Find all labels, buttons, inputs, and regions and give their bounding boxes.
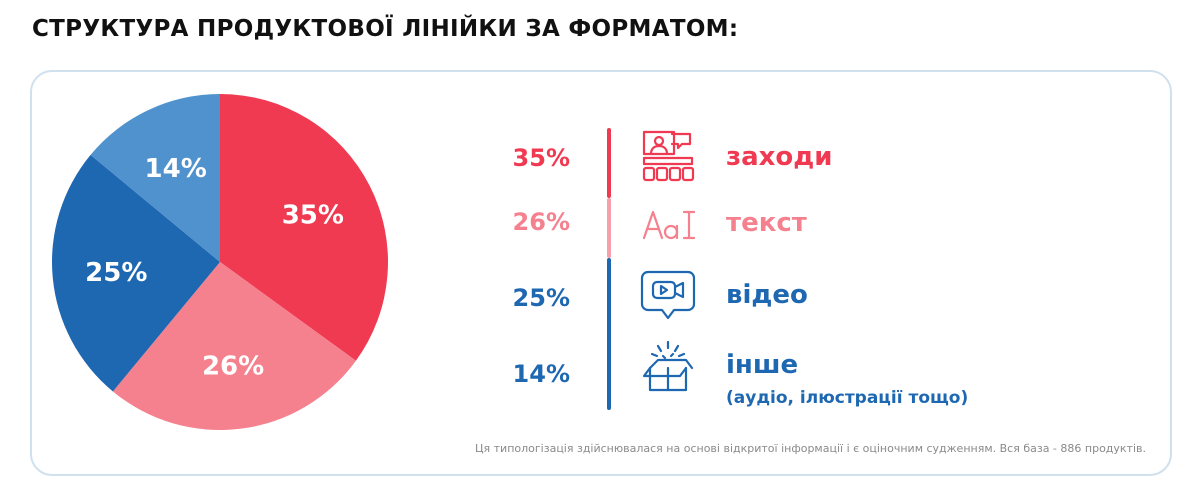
legend-percent-other: 14% (512, 360, 570, 388)
legend-divider-blue (607, 258, 611, 410)
legend-label-other: інше (726, 350, 799, 380)
pie-slice-events (220, 94, 388, 361)
legend-label-text: текст (726, 208, 807, 238)
footnote: Ця типологізація здійснювалася на основі… (475, 442, 1146, 455)
legend-label-video: відео (726, 280, 808, 310)
pie-label-text: 26% (202, 351, 264, 381)
text-font-icon (642, 210, 696, 240)
legend-label-events: заходи (726, 142, 833, 172)
pie-label-video: 25% (85, 258, 147, 288)
legend-sublabel-other: (аудіо, ілюстрації тощо) (726, 388, 969, 408)
video-camera-icon (640, 270, 696, 320)
legend-divider-red (607, 128, 611, 198)
legend-percent-text: 26% (512, 208, 570, 236)
pie-label-other: 14% (145, 154, 207, 184)
gift-box-icon (642, 340, 694, 392)
pie-slice-text (112, 262, 356, 430)
page-title: СТРУКТУРА ПРОДУКТОВОЇ ЛІНІЙКИ ЗА ФОРМАТО… (32, 16, 739, 42)
legend-percent-events: 35% (512, 144, 570, 172)
legend-divider-pink (607, 198, 611, 258)
pie-slice-other (90, 94, 220, 262)
event-audience-icon (642, 130, 695, 182)
pie-label-events: 35% (282, 201, 344, 231)
legend-percent-video: 25% (512, 284, 570, 312)
pie-slice-video (52, 154, 220, 392)
